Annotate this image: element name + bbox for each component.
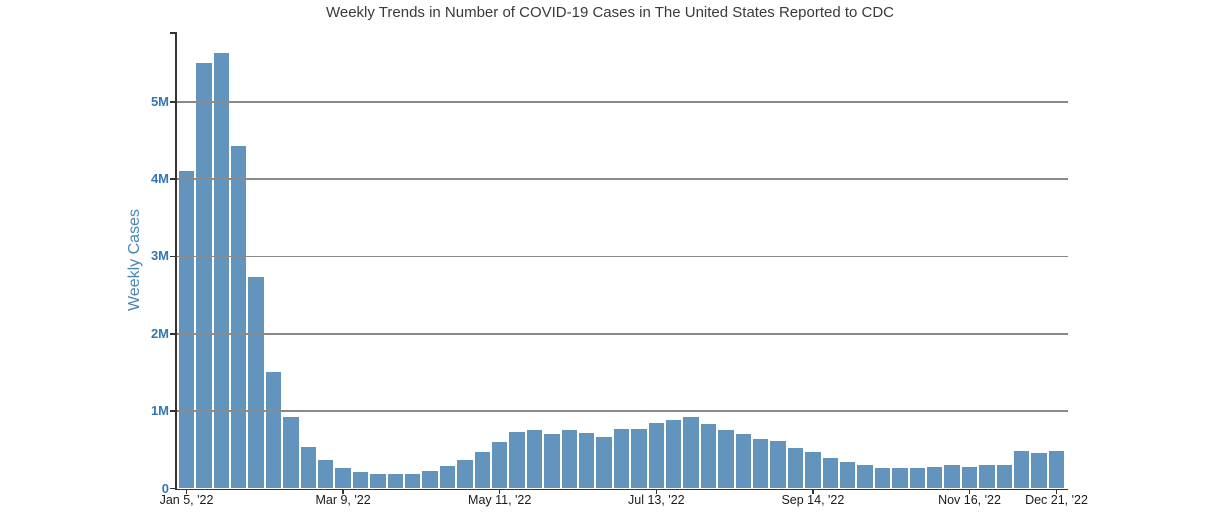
bar-week-feb-16[interactable] <box>283 416 299 489</box>
x-tick-label-0: Jan 5, '22 <box>159 493 214 507</box>
bar-week-feb-2[interactable] <box>248 277 264 489</box>
y-tick-label-1M: 1M <box>150 403 169 419</box>
bar-week-jan-19[interactable] <box>213 53 229 489</box>
bar-week-nov-2[interactable] <box>927 466 943 489</box>
bar-week-dec-7[interactable] <box>1014 451 1030 489</box>
bar-week-nov-16[interactable] <box>961 466 978 489</box>
bar-week-mar-16[interactable] <box>352 472 369 489</box>
x-tick-label-36: Sep 14, '22 <box>781 493 845 507</box>
bar-week-apr-20[interactable] <box>439 466 456 489</box>
x-tick-0 <box>185 490 188 494</box>
y-tick-label-3M: 3M <box>150 248 169 264</box>
bar-week-aug-31[interactable] <box>770 441 786 489</box>
bar-week-jun-1[interactable] <box>544 434 560 489</box>
bar-week-oct-19[interactable] <box>892 468 908 489</box>
y-axis-top-tick <box>170 32 175 34</box>
bar-week-dec-14[interactable] <box>1031 452 1047 489</box>
x-tick-45 <box>968 490 971 494</box>
bar-week-sep-7[interactable] <box>787 448 804 489</box>
bar-week-jan-26[interactable] <box>231 145 247 489</box>
bar-week-jul-13[interactable] <box>648 422 664 489</box>
bar-week-jun-22[interactable] <box>596 436 612 489</box>
x-tick-9 <box>342 490 344 494</box>
x-tick-label-45: Nov 16, '22 <box>938 493 1001 507</box>
y-tick-label-2M: 2M <box>150 325 169 341</box>
x-tick-label-50: Dec 21, '22 <box>1025 493 1088 507</box>
y-tick-2M <box>170 333 175 335</box>
bar-week-sep-28[interactable] <box>840 462 856 489</box>
gridline-5M <box>176 101 1068 103</box>
bar-week-aug-24[interactable] <box>753 438 769 489</box>
chart-title: Weekly Trends in Number of COVID-19 Case… <box>325 4 895 21</box>
x-tick-18 <box>498 490 501 494</box>
gridline-2M <box>176 333 1068 335</box>
bar-week-oct-5[interactable] <box>857 464 873 489</box>
bar-week-mar-23[interactable] <box>370 473 386 489</box>
bar-week-may-25[interactable] <box>526 429 543 489</box>
x-tick-label-18: May 11, '22 <box>468 493 532 507</box>
y-tick-label-0: 0 <box>161 480 169 496</box>
bar-week-jan-12[interactable] <box>196 63 212 489</box>
bar-week-apr-6[interactable] <box>405 473 421 489</box>
gridline-3M <box>176 255 1068 258</box>
x-tick-50 <box>1055 490 1058 494</box>
bar-week-aug-3[interactable] <box>700 423 717 489</box>
bar-week-sep-14[interactable] <box>805 452 821 489</box>
bar-week-dec-21[interactable] <box>1048 450 1065 489</box>
bar-week-jul-6[interactable] <box>631 428 647 489</box>
x-tick-27 <box>655 490 658 494</box>
bar-week-jun-8[interactable] <box>561 430 577 489</box>
x-axis-line <box>176 488 1068 490</box>
bar-week-aug-17[interactable] <box>735 434 751 489</box>
bar-week-jun-29[interactable] <box>613 428 630 489</box>
bar-week-jul-20[interactable] <box>666 419 682 489</box>
y-tick-3M <box>170 255 175 258</box>
bar-week-may-11[interactable] <box>492 442 508 489</box>
bar-week-nov-23[interactable] <box>979 464 995 489</box>
bar-week-may-18[interactable] <box>509 432 525 489</box>
bar-week-nov-30[interactable] <box>996 464 1012 489</box>
y-tick-5M <box>170 101 175 103</box>
bar-week-mar-30[interactable] <box>387 473 403 489</box>
bar-week-mar-9[interactable] <box>335 467 351 489</box>
bar-week-jan-5[interactable] <box>178 171 195 489</box>
bar-week-apr-27[interactable] <box>457 459 473 489</box>
y-tick-label-4M: 4M <box>150 171 169 187</box>
bar-week-jul-27[interactable] <box>683 417 699 489</box>
y-axis-line <box>175 32 177 490</box>
bar-week-mar-2[interactable] <box>318 459 334 489</box>
bar-week-apr-13[interactable] <box>422 470 438 489</box>
bar-week-feb-9[interactable] <box>265 372 282 489</box>
bar-week-aug-10[interactable] <box>718 429 734 489</box>
bar-week-jun-15[interactable] <box>579 432 595 489</box>
y-tick-label-5M: 5M <box>150 93 169 109</box>
x-tick-label-9: Mar 9, '22 <box>315 493 371 507</box>
gridline-4M <box>176 178 1068 180</box>
y-tick-4M <box>170 178 175 180</box>
bar-week-oct-12[interactable] <box>874 468 891 489</box>
bar-week-feb-23[interactable] <box>300 446 316 489</box>
x-tick-label-27: Jul 13, '22 <box>628 493 685 507</box>
bar-week-nov-9[interactable] <box>944 465 960 489</box>
bar-week-sep-21[interactable] <box>822 458 838 489</box>
y-tick-1M <box>170 410 175 412</box>
y-tick-0 <box>170 487 175 490</box>
bar-week-oct-26[interactable] <box>909 468 925 489</box>
x-tick-36 <box>812 490 814 494</box>
bar-week-may-4[interactable] <box>474 452 490 489</box>
gridline-1M <box>176 410 1068 412</box>
